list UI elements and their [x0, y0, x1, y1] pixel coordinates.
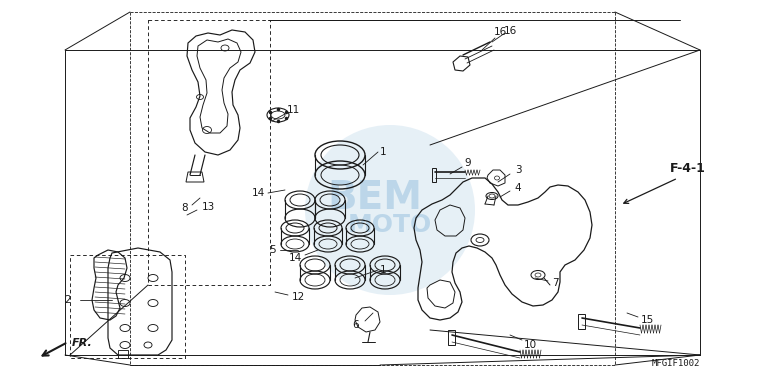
Text: MFGIF1002: MFGIF1002 [651, 359, 700, 368]
Text: 15: 15 [641, 315, 654, 325]
Text: 5: 5 [268, 245, 275, 255]
Text: 14: 14 [251, 188, 265, 198]
Text: 14: 14 [288, 253, 301, 263]
Text: 11: 11 [286, 105, 300, 115]
Text: 1: 1 [380, 147, 386, 157]
Text: BEM: BEM [328, 179, 422, 217]
Text: 12: 12 [291, 292, 305, 302]
Text: MOTO: MOTO [348, 213, 432, 237]
Text: 13: 13 [201, 202, 215, 212]
Text: FR.: FR. [72, 338, 93, 348]
Text: 9: 9 [464, 158, 471, 168]
Text: 16: 16 [494, 27, 507, 37]
Text: 3: 3 [514, 165, 521, 175]
Text: 1: 1 [380, 265, 386, 275]
Circle shape [305, 125, 475, 295]
Text: 2: 2 [65, 295, 72, 305]
Text: 7: 7 [551, 278, 558, 288]
Text: 16: 16 [504, 26, 517, 36]
Text: F-4-1: F-4-1 [670, 162, 706, 174]
Text: 8: 8 [181, 203, 188, 213]
Text: 6: 6 [353, 320, 359, 330]
Text: 10: 10 [524, 340, 537, 350]
Text: 4: 4 [514, 183, 521, 193]
